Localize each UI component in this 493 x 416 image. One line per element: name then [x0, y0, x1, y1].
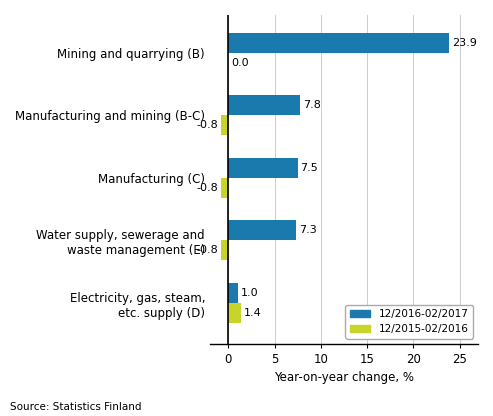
Text: -0.8: -0.8 — [196, 120, 218, 130]
Bar — [228, 303, 241, 323]
Bar — [228, 283, 238, 303]
Text: Source: Statistics Finland: Source: Statistics Finland — [10, 402, 141, 412]
Bar — [228, 158, 298, 178]
X-axis label: Year-on-year change, %: Year-on-year change, % — [274, 371, 414, 384]
Text: 7.8: 7.8 — [303, 100, 321, 110]
Legend: 12/2016-02/2017, 12/2015-02/2016: 12/2016-02/2017, 12/2015-02/2016 — [346, 305, 473, 339]
Bar — [221, 115, 228, 135]
Text: 23.9: 23.9 — [452, 37, 477, 47]
Text: 7.3: 7.3 — [299, 225, 317, 235]
Text: 0.0: 0.0 — [231, 57, 249, 67]
Text: -0.8: -0.8 — [196, 183, 218, 193]
Text: -0.8: -0.8 — [196, 245, 218, 255]
Bar — [228, 220, 296, 240]
Text: 7.5: 7.5 — [300, 163, 318, 173]
Text: 1.4: 1.4 — [244, 308, 262, 318]
Bar — [221, 240, 228, 260]
Bar — [228, 32, 449, 52]
Text: 1.0: 1.0 — [241, 288, 258, 298]
Bar — [228, 95, 300, 115]
Bar — [221, 178, 228, 198]
